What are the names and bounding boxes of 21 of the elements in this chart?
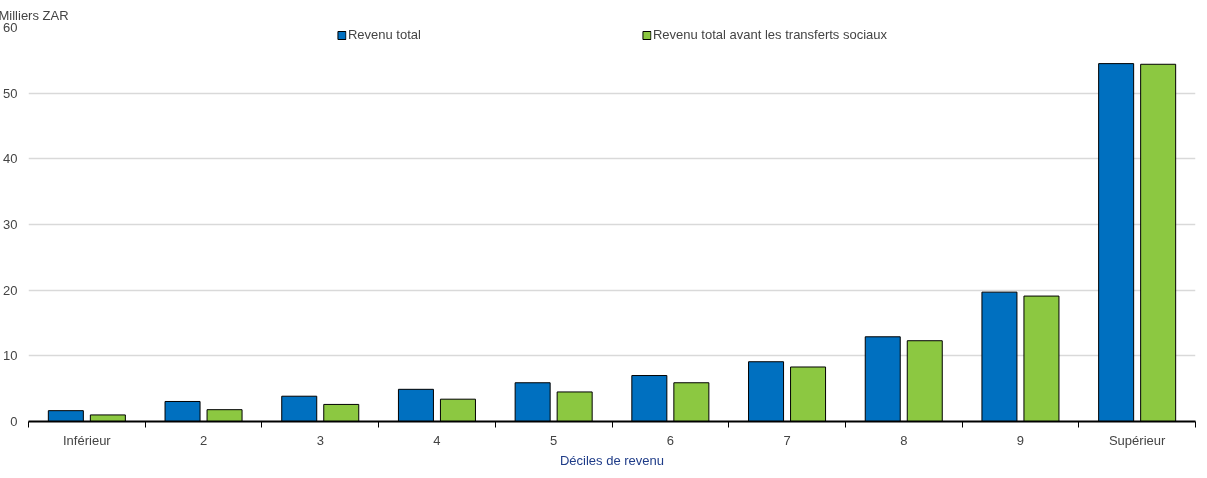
legend-label: Revenu total avant les transferts sociaux xyxy=(652,27,888,42)
x-tick-label: 8 xyxy=(900,432,908,448)
y-tick-label: 0 xyxy=(10,414,18,429)
y-tick-label: 50 xyxy=(3,85,18,101)
x-tick-label: Supérieur xyxy=(1108,432,1166,448)
x-tick-label: 9 xyxy=(1016,432,1025,448)
y-tick-label: 60 xyxy=(3,20,18,35)
x-tick-label: 5 xyxy=(550,432,558,448)
y-tick-label: 10 xyxy=(3,348,18,364)
x-axis-title: Déciles de revenu xyxy=(559,452,665,468)
x-tick-label: Inférieur xyxy=(63,432,112,448)
legend-label: Revenu total xyxy=(347,27,421,42)
y-tick-label: 30 xyxy=(3,217,18,232)
y-tick-label: 40 xyxy=(3,151,18,167)
y-tick-label: 20 xyxy=(3,282,18,298)
x-tick-label: 2 xyxy=(199,432,208,448)
x-tick-label: 6 xyxy=(666,432,674,448)
x-tick-label: 7 xyxy=(783,432,791,448)
y-axis-title: Milliers ZAR xyxy=(0,7,69,23)
x-tick-label: 4 xyxy=(433,432,441,448)
x-tick-label: 3 xyxy=(316,432,324,448)
